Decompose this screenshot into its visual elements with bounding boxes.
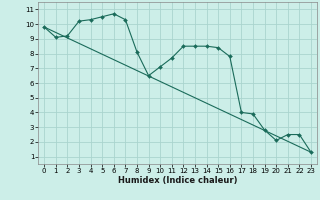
X-axis label: Humidex (Indice chaleur): Humidex (Indice chaleur) (118, 176, 237, 185)
